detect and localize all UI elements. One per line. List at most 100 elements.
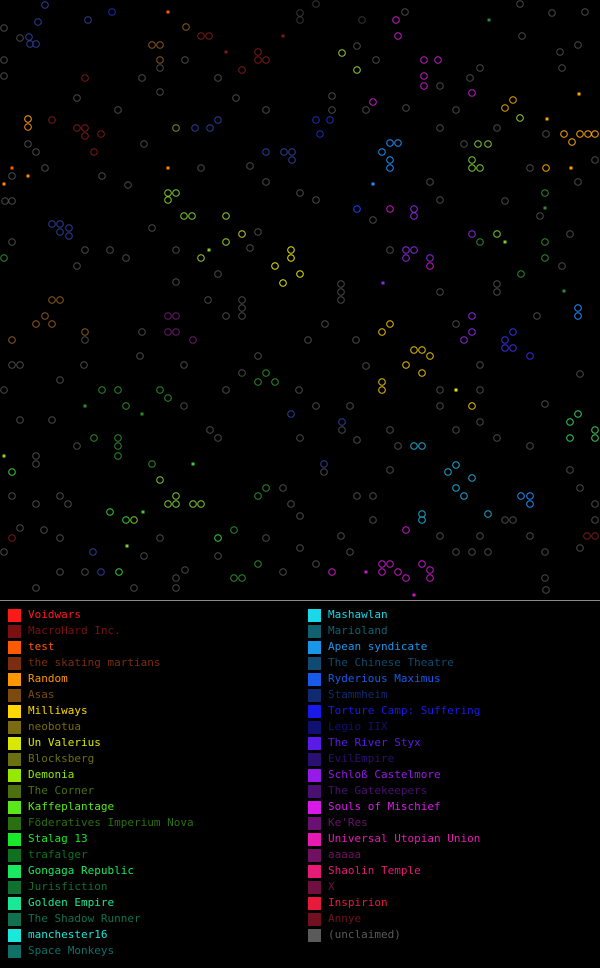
star-system[interactable] [8,468,16,476]
star-system[interactable] [48,220,56,228]
star-system[interactable] [115,568,123,576]
star-system[interactable] [378,560,386,568]
star-system[interactable] [493,124,501,132]
star-system[interactable] [526,164,534,172]
star-system[interactable] [328,92,336,100]
star-system[interactable] [418,369,426,377]
star-system[interactable] [476,418,484,426]
star-system[interactable] [591,426,599,434]
fleet-marker[interactable] [577,92,581,96]
star-system[interactable] [394,32,402,40]
star-system[interactable] [476,532,484,540]
star-system[interactable] [214,434,222,442]
star-system[interactable] [296,512,304,520]
star-system[interactable] [41,164,49,172]
star-system[interactable] [56,376,64,384]
star-system[interactable] [48,296,56,304]
star-system[interactable] [0,254,8,262]
star-system[interactable] [509,328,517,336]
star-system[interactable] [262,56,270,64]
star-system[interactable] [402,526,410,534]
star-system[interactable] [591,516,599,524]
star-system[interactable] [452,461,460,469]
star-system[interactable] [444,468,452,476]
star-system[interactable] [32,40,40,48]
star-system[interactable] [271,262,279,270]
star-system[interactable] [410,442,418,450]
star-system[interactable] [262,484,270,492]
star-system[interactable] [90,434,98,442]
star-system[interactable] [122,516,130,524]
star-system[interactable] [32,148,40,156]
star-system[interactable] [353,492,361,500]
star-system[interactable] [566,434,574,442]
fleet-marker[interactable] [503,240,507,244]
star-system[interactable] [172,278,180,286]
star-system[interactable] [369,98,377,106]
star-system[interactable] [338,418,346,426]
star-system[interactable] [8,492,16,500]
star-system[interactable] [402,246,410,254]
star-system[interactable] [84,16,92,24]
star-system[interactable] [81,246,89,254]
star-system[interactable] [526,492,534,500]
star-system[interactable] [26,40,34,48]
star-system[interactable] [436,532,444,540]
star-system[interactable] [262,106,270,114]
star-system[interactable] [0,72,8,80]
star-system[interactable] [316,130,324,138]
star-system[interactable] [436,288,444,296]
star-system[interactable] [204,296,212,304]
star-system[interactable] [191,124,199,132]
star-system[interactable] [476,238,484,246]
star-system[interactable] [501,336,509,344]
star-system[interactable] [16,34,24,42]
star-system[interactable] [156,56,164,64]
star-system[interactable] [460,140,468,148]
star-system[interactable] [148,224,156,232]
star-system[interactable] [180,361,188,369]
star-system[interactable] [378,386,386,394]
star-system[interactable] [591,532,599,540]
star-system[interactable] [362,362,370,370]
star-system[interactable] [16,361,24,369]
star-system[interactable] [576,370,584,378]
star-system[interactable] [262,148,270,156]
star-system[interactable] [392,16,400,24]
star-system[interactable] [426,352,434,360]
star-system[interactable] [378,148,386,156]
star-system[interactable] [386,205,394,213]
star-system[interactable] [280,148,288,156]
star-system[interactable] [468,156,476,164]
star-system[interactable] [56,492,64,500]
star-system[interactable] [402,254,410,262]
star-system[interactable] [114,434,122,442]
fleet-marker[interactable] [141,510,145,514]
star-system[interactable] [468,328,476,336]
fleet-marker[interactable] [191,462,195,466]
star-system[interactable] [484,140,492,148]
star-system[interactable] [401,8,409,16]
star-system[interactable] [254,378,262,386]
star-system[interactable] [24,140,32,148]
star-system[interactable] [296,270,304,278]
star-system[interactable] [509,96,517,104]
star-system[interactable] [386,156,394,164]
star-system[interactable] [56,220,64,228]
star-system[interactable] [591,500,599,508]
star-system[interactable] [576,484,584,492]
star-system[interactable] [254,56,262,64]
star-system[interactable] [164,328,172,336]
star-system[interactable] [476,64,484,72]
star-system[interactable] [574,304,582,312]
star-system[interactable] [182,23,190,31]
star-system[interactable] [214,116,222,124]
star-system[interactable] [591,156,599,164]
star-system[interactable] [181,566,189,574]
star-system[interactable] [124,181,132,189]
star-system[interactable] [295,386,303,394]
star-system[interactable] [130,516,138,524]
star-system[interactable] [16,524,24,532]
star-system[interactable] [541,189,549,197]
star-system[interactable] [394,568,402,576]
